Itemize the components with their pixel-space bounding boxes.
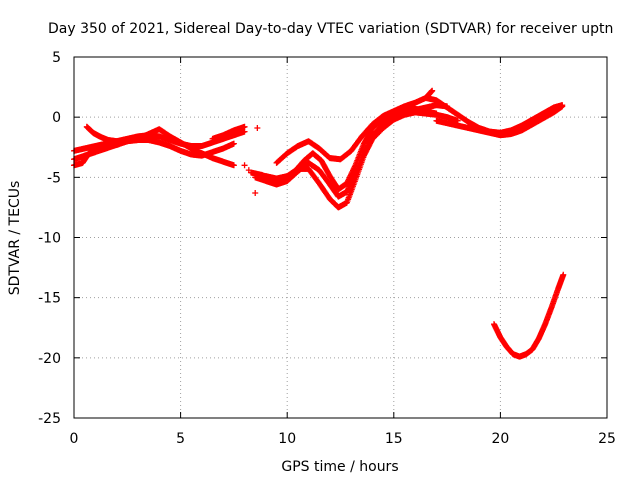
- data-point: [245, 167, 252, 174]
- y-tick-label: 5: [52, 50, 61, 66]
- x-tick-label: 20: [491, 431, 509, 447]
- series-arc-11: [433, 103, 566, 139]
- y-tick-label: 0: [52, 110, 61, 126]
- series-arc-8: [262, 109, 461, 211]
- x-tick-label: 15: [385, 431, 403, 447]
- data-point: [230, 140, 237, 147]
- data-point: [559, 103, 566, 110]
- series-arc-12: [491, 271, 567, 360]
- y-tick-label: -25: [38, 411, 61, 427]
- x-tick-label: 0: [70, 431, 79, 447]
- x-axis-label: GPS time / hours: [281, 459, 398, 475]
- data-point: [230, 162, 237, 169]
- data-point: [254, 124, 261, 131]
- data-point: [429, 87, 436, 94]
- y-axis-label: SDTVAR / TECUs: [7, 181, 23, 296]
- y-tick-label: -5: [47, 170, 61, 186]
- isolated-points: [241, 124, 261, 196]
- x-axis-tick-labels: 0 5 10 15 20 25: [70, 431, 616, 447]
- y-tick-label: -20: [38, 351, 61, 367]
- plot-area: [71, 87, 567, 360]
- x-tick-label: 10: [278, 431, 296, 447]
- chart-title: Day 350 of 2021, Sidereal Day-to-day VTE…: [48, 21, 613, 37]
- series-arc-3: [71, 126, 237, 169]
- y-tick-label: -10: [38, 231, 61, 247]
- x-tick-label: 5: [176, 431, 185, 447]
- data-point: [241, 123, 248, 130]
- data-point: [252, 189, 259, 196]
- y-tick-label: -15: [38, 291, 61, 307]
- series-arc-4: [83, 123, 120, 145]
- x-tick-label: 25: [598, 431, 616, 447]
- data-point: [560, 271, 567, 278]
- data-point: [241, 162, 248, 169]
- series-arc-5: [209, 123, 248, 142]
- y-axis-tick-labels: -25 -20 -15 -10 -5 0 5: [38, 50, 61, 427]
- axis-ticks: [73, 56, 608, 419]
- data-point: [113, 138, 120, 145]
